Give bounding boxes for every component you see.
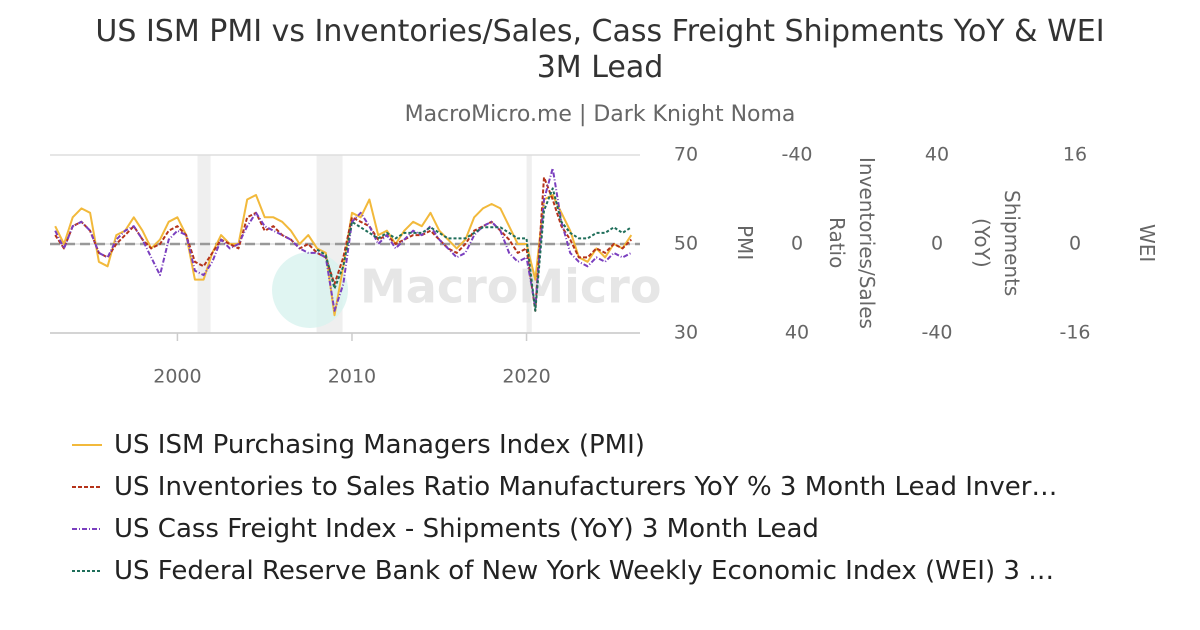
y-tick-label: 70 [674,144,698,166]
watermark: MacroMicro [360,260,661,314]
legend-item: US Inventories to Sales Ratio Manufactur… [70,466,1057,508]
series-line [316,187,632,312]
legend-label: US Inventories to Sales Ratio Manufactur… [114,472,1058,502]
y-tick-label: -16 [1059,322,1090,344]
y-tick-label: 40 [785,322,809,344]
y-tick-label: -40 [921,322,952,344]
y-tick-label: 0 [931,233,943,255]
series-line [54,167,632,312]
legend-item: US Cass Freight Index - Shipments (YoY) … [70,508,1057,550]
legend-swatch [72,444,102,446]
y-tick-label: 50 [674,233,698,255]
x-tick-label: 2000 [153,366,201,388]
axis-label: Inventories/Sales Ratio [825,157,879,329]
axis-label: Shipments (YoY) [970,189,1024,297]
y-tick-label: 0 [791,233,803,255]
axis-label: PMI [733,225,757,261]
legend-swatch [72,528,102,530]
legend-item: US Federal Reserve Bank of New York Week… [70,550,1057,592]
x-tick-label: 2010 [328,366,376,388]
legend-label: US ISM Purchasing Managers Index (PMI) [114,430,645,460]
y-tick-label: -40 [781,144,812,166]
y-tick-label: 30 [674,322,698,344]
x-tick-label: 2020 [502,366,550,388]
y-tick-label: 40 [925,144,949,166]
axis-label: WEI [1135,223,1159,263]
legend-label: US Federal Reserve Bank of New York Week… [114,556,1055,586]
watermark-logo [272,252,348,328]
legend-swatch [72,570,102,572]
y-tick-label: 0 [1069,233,1081,255]
y-tick-label: 16 [1063,144,1087,166]
legend-swatch [72,486,102,488]
legend-label: US Cass Freight Index - Shipments (YoY) … [114,514,819,544]
legend-item: US ISM Purchasing Managers Index (PMI) [70,424,1057,466]
chart-title: US ISM PMI vs Inventories/Sales, Cass Fr… [95,14,1105,85]
legend: US ISM Purchasing Managers Index (PMI) US… [70,424,1057,592]
chart-subtitle: MacroMicro.me | Dark Knight Noma [404,102,796,127]
